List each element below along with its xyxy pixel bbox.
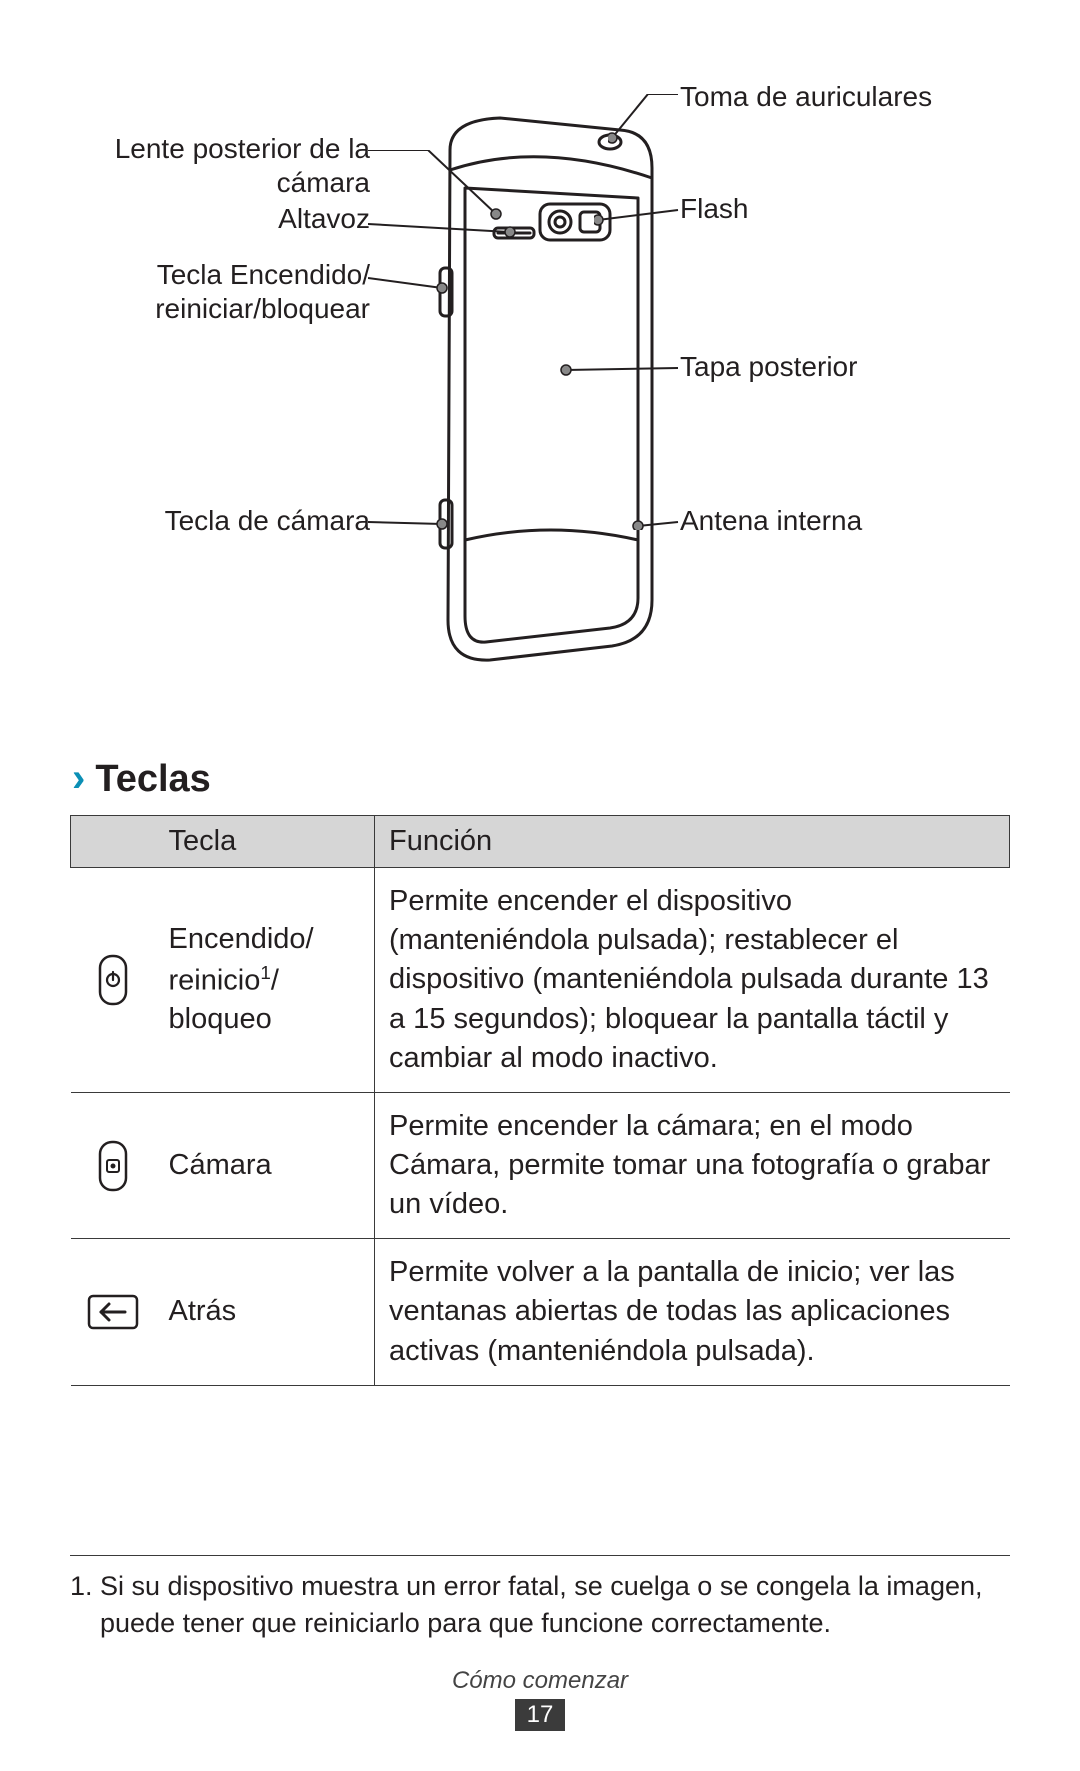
footnote: 1. Si su dispositivo muestra un error fa… [70, 1568, 1010, 1641]
callout-tapa: Tapa posterior [680, 350, 857, 384]
key-name: Cámara [155, 1092, 375, 1238]
callout-tecla-camara: Tecla de cámara [70, 504, 370, 538]
col-header-key: Tecla [155, 816, 375, 868]
section-heading: › Teclas [72, 758, 1010, 801]
keys-table: Tecla Función E [70, 815, 1010, 1386]
key-func: Permite encender la cámara; en el modo C… [375, 1092, 1010, 1238]
callout-auriculares: Toma de auriculares [680, 80, 932, 114]
key-name: Encendido/reinicio1/bloqueo [155, 868, 375, 1093]
device-diagram: Lente posterior de la cámara Altavoz Tec… [70, 70, 1010, 710]
table-row: Atrás Permite volver a la pantalla de in… [71, 1239, 1010, 1385]
key-name: Atrás [155, 1239, 375, 1385]
callout-encendido: Tecla Encendido/ reiniciar/bloquear [70, 258, 370, 325]
col-header-key-icon [71, 816, 155, 868]
col-header-func: Función [375, 816, 1010, 868]
page-number-badge: 17 [515, 1699, 566, 1731]
phone-outline [390, 100, 690, 680]
back-key-icon [85, 1292, 141, 1332]
footer-section-label: Cómo comenzar [70, 1667, 1010, 1695]
section-title: Teclas [95, 758, 210, 801]
callout-flash: Flash [680, 192, 748, 226]
table-row: Encendido/reinicio1/bloqueo Permite ence… [71, 868, 1010, 1093]
key-func: Permite encender el dispositivo (manteni… [375, 868, 1010, 1093]
footnote-rule [70, 1555, 1010, 1556]
callout-antena: Antena interna [680, 504, 862, 538]
callout-altavoz: Altavoz [70, 202, 370, 236]
callout-lente-camara: Lente posterior de la cámara [70, 132, 370, 199]
key-func: Permite volver a la pantalla de inicio; … [375, 1239, 1010, 1385]
power-key-icon [85, 952, 141, 1008]
chevron-icon: › [72, 758, 85, 798]
table-row: Cámara Permite encender la cámara; en el… [71, 1092, 1010, 1238]
camera-key-icon [85, 1138, 141, 1194]
page-footer: Cómo comenzar 17 [70, 1667, 1010, 1731]
